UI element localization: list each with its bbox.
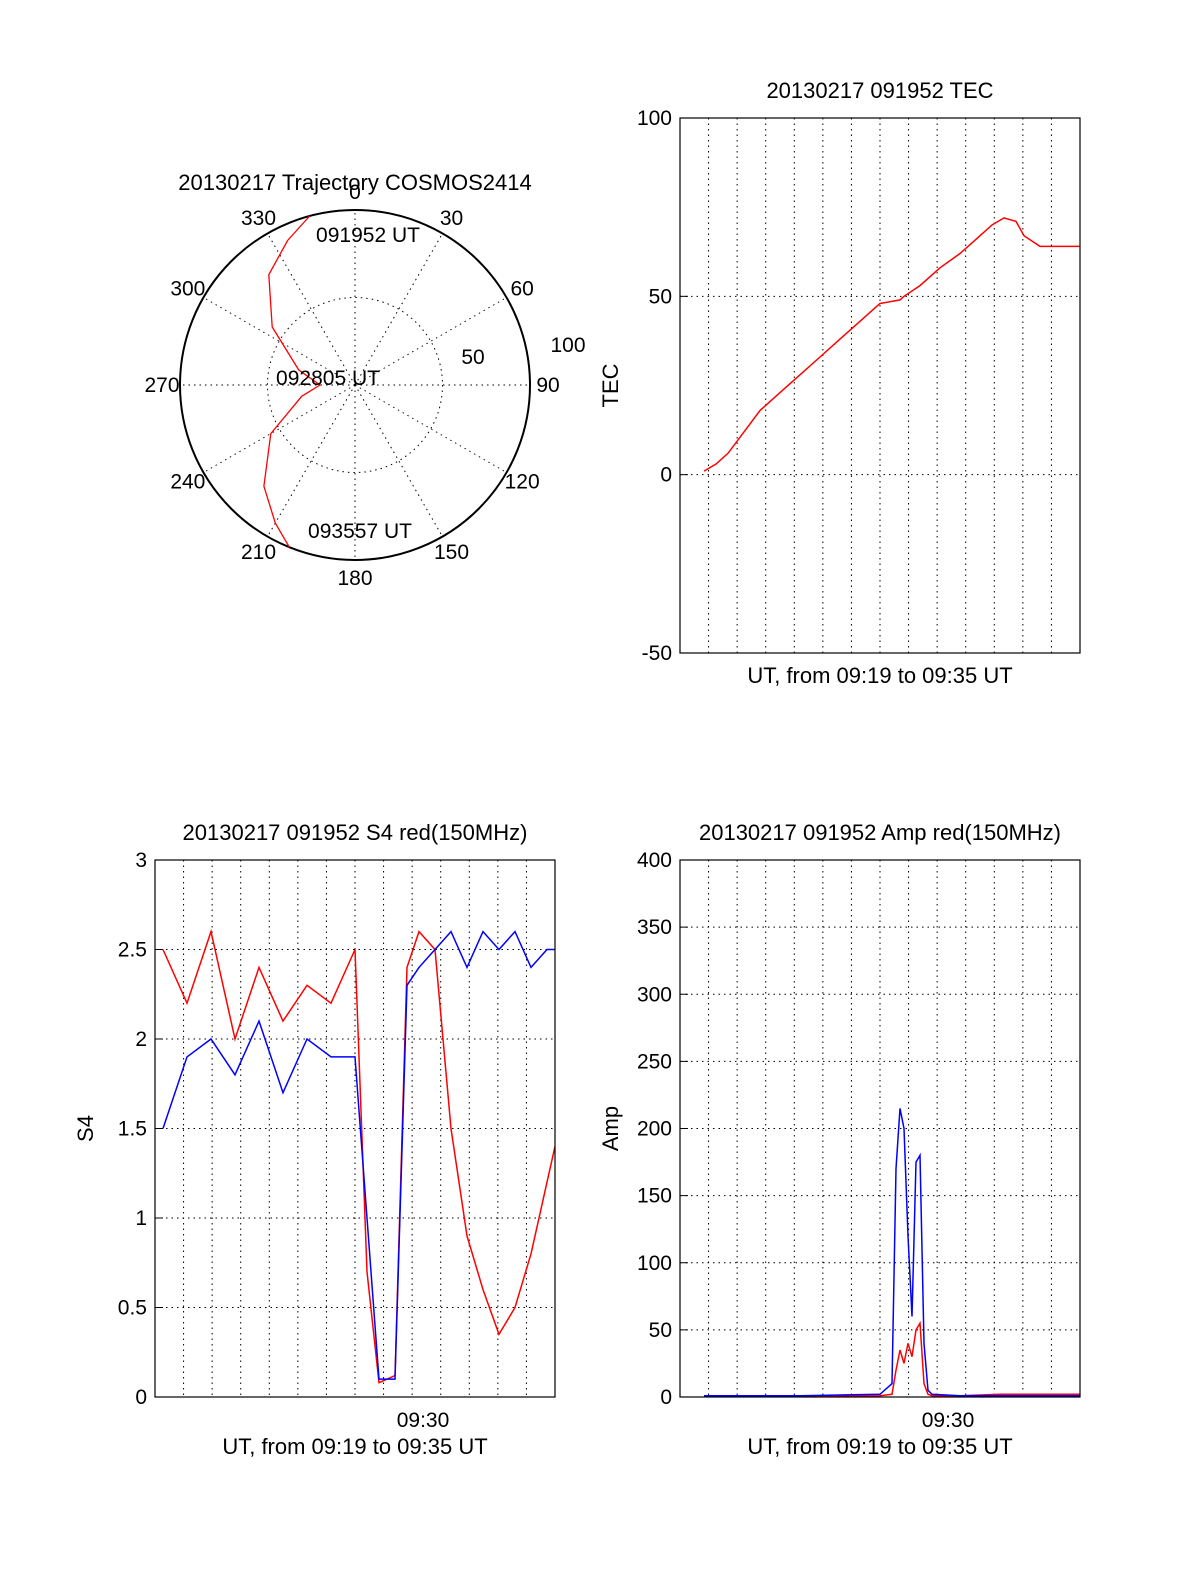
amp-chart: 20130217 091952 Amp red(150MHz) 0 50 100 150… xyxy=(598,820,1081,1459)
x-tick-label: 09:30 xyxy=(922,1409,975,1432)
polar-azimuth-label: 240 xyxy=(170,471,205,494)
tec-chart-title: 20130217 091952 TEC xyxy=(766,78,993,103)
polar-trajectory-line xyxy=(263,215,322,548)
y-tick-label: 0.5 xyxy=(118,1297,147,1320)
y-tick-label: 1.5 xyxy=(118,1118,147,1141)
s4-chart-series-line-0 xyxy=(162,928,555,1384)
polar-spoke xyxy=(267,384,356,537)
polar-azimuth-label: 90 xyxy=(536,374,559,397)
amp-chart-series xyxy=(703,1108,1080,1397)
polar-grid-circle xyxy=(267,297,443,473)
x-axis-label: UT, from 09:19 to 09:35 UT xyxy=(747,1434,1012,1459)
y-axis-label: Amp xyxy=(598,1106,623,1151)
polar-outer-ring xyxy=(179,209,531,561)
y-tick-label: 300 xyxy=(637,983,672,1006)
y-tick-label: 400 xyxy=(637,849,672,872)
x-axis-label: UT, from 09:19 to 09:35 UT xyxy=(747,663,1012,688)
s4-chart-frame xyxy=(154,859,556,1398)
polar-radial-label: 100 xyxy=(550,334,585,357)
polar-azimuth-label: 270 xyxy=(144,374,179,397)
y-tick-label: 50 xyxy=(649,1319,672,1342)
y-tick-label: -50 xyxy=(642,642,672,665)
tec-chart-series-line-0 xyxy=(703,217,1080,472)
polar-azimuth-label: 300 xyxy=(170,278,205,301)
polar-spoke xyxy=(203,384,356,473)
polar-radial-label: 50 xyxy=(461,346,484,369)
s4-chart-series xyxy=(162,928,555,1384)
polar-azimuth-label: 330 xyxy=(241,207,276,230)
y-axis-label: S4 xyxy=(73,1115,98,1142)
y-tick-label: 0 xyxy=(660,1386,672,1409)
y-tick-label: 1 xyxy=(135,1207,147,1230)
polar-time-annotation: 092805 UT xyxy=(276,367,380,390)
amp-chart-title: 20130217 091952 Amp red(150MHz) xyxy=(699,820,1061,845)
amp-chart-series-line-1 xyxy=(704,1108,1080,1397)
polar-azimuth-label: 120 xyxy=(505,471,540,494)
y-tick-label: 200 xyxy=(637,1118,672,1141)
s4-chart-series-line-1 xyxy=(162,930,555,1380)
polar-time-annotation: 093557 UT xyxy=(308,520,412,543)
polar-azimuth-label: 180 xyxy=(337,567,372,590)
polar-azimuth-label: 30 xyxy=(440,207,463,230)
polar-time-annotation: 091952 UT xyxy=(316,224,420,247)
y-tick-label: 100 xyxy=(637,1252,672,1275)
polar-azimuth-label: 0 xyxy=(349,181,361,204)
y-tick-label: 2 xyxy=(135,1028,147,1051)
tec-chart-frame xyxy=(679,117,1081,654)
polar-azimuth-label: 150 xyxy=(434,541,469,564)
s4-chart: 20130217 091952 S4 red(150MHz) 0 0.5 1 1.5 2 2… xyxy=(73,820,556,1459)
x-tick-label: 09:30 xyxy=(397,1409,450,1432)
y-tick-label: 150 xyxy=(637,1185,672,1208)
y-tick-label: 250 xyxy=(637,1050,672,1073)
polar-spoke xyxy=(267,233,356,386)
y-tick-label: 2.5 xyxy=(118,939,147,962)
tec-chart: 20130217 091952 TEC -50 0 50 100 UT, from 09:… xyxy=(598,78,1081,688)
polar-spoke xyxy=(354,384,443,537)
s4-chart-title: 20130217 091952 S4 red(150MHz) xyxy=(183,820,528,845)
y-tick-label: 0 xyxy=(660,464,672,487)
y-tick-label: 100 xyxy=(637,107,672,130)
polar-title: 20130217 Trajectory COSMOS2414 xyxy=(178,170,531,195)
y-tick-label: 0 xyxy=(135,1386,147,1409)
polar-azimuth-label: 60 xyxy=(510,278,533,301)
x-axis-label: UT, from 09:19 to 09:35 UT xyxy=(222,1434,487,1459)
polar-spoke xyxy=(354,384,507,473)
y-tick-label: 350 xyxy=(637,916,672,939)
tec-chart-series xyxy=(703,217,1080,472)
polar-azimuth-label: 210 xyxy=(241,541,276,564)
y-axis-label: TEC xyxy=(598,363,623,407)
y-tick-label: 3 xyxy=(135,849,147,872)
y-tick-label: 50 xyxy=(649,285,672,308)
amp-chart-frame xyxy=(679,859,1081,1398)
